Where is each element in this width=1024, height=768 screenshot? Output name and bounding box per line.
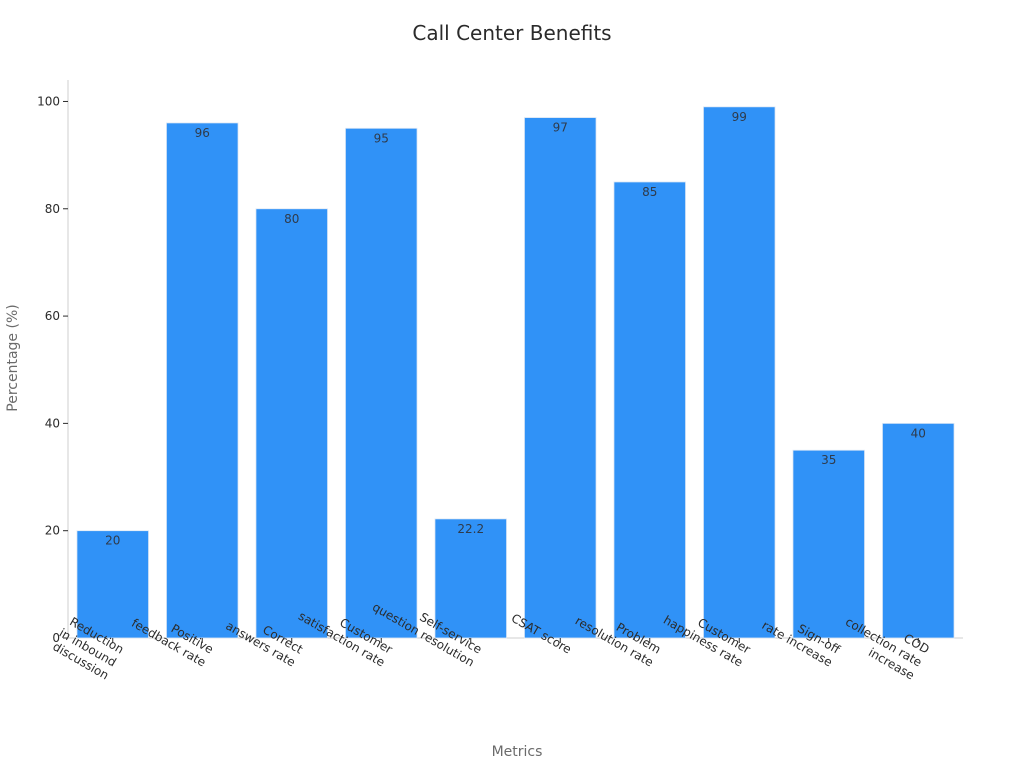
data-label: 97 xyxy=(553,121,568,135)
y-tick-label: 100 xyxy=(37,94,60,108)
bar[interactable] xyxy=(524,117,597,639)
y-tick-label: 40 xyxy=(45,416,60,430)
bar[interactable] xyxy=(882,422,955,639)
bar[interactable] xyxy=(613,181,686,639)
data-label: 95 xyxy=(374,131,389,145)
bar[interactable] xyxy=(703,106,776,639)
data-label: 80 xyxy=(284,212,299,226)
bar[interactable] xyxy=(166,122,239,639)
x-axis-title: Metrics xyxy=(492,744,543,760)
data-label: 85 xyxy=(642,185,657,199)
data-label: 20 xyxy=(105,534,120,548)
data-label: 96 xyxy=(195,126,210,140)
bar[interactable] xyxy=(255,208,328,639)
y-tick-label: 80 xyxy=(45,202,60,216)
data-label: 40 xyxy=(911,426,926,440)
y-tick-label: 60 xyxy=(45,309,60,323)
data-label: 22.2 xyxy=(457,522,484,536)
data-label: 99 xyxy=(732,110,747,124)
y-tick-label: 0 xyxy=(52,631,60,645)
bar[interactable] xyxy=(345,127,418,639)
y-tick-label: 20 xyxy=(45,524,60,538)
y-axis-title: Percentage (%) xyxy=(5,304,21,411)
chart-title: Call Center Benefits xyxy=(412,21,611,45)
bar[interactable] xyxy=(792,449,865,639)
data-label: 35 xyxy=(821,453,836,467)
bar[interactable] xyxy=(434,518,507,639)
